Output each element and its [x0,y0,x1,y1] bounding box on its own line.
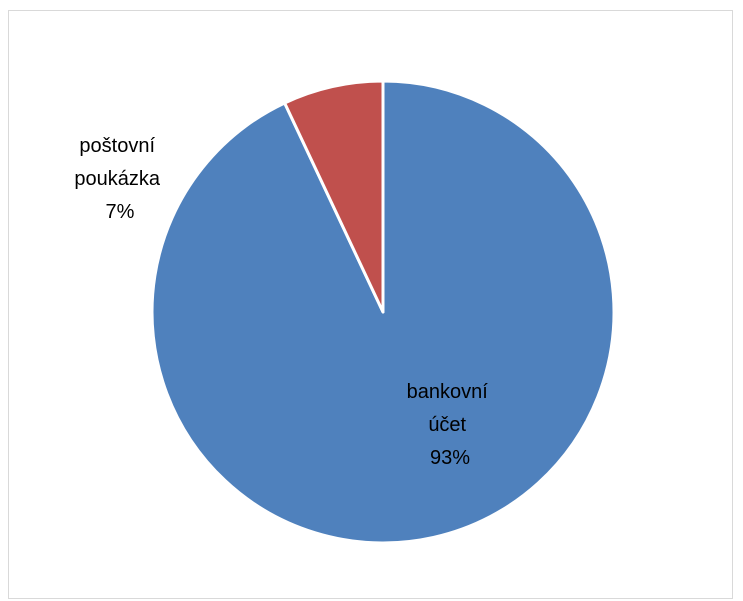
pie-slice-postovni-poukazka [283,79,385,314]
data-label-postovni-poukazka-line2: poukázka [74,168,160,190]
data-label-bankovni-ucet-line1: bankovní [407,381,489,403]
data-label-postovni-poukazka: poštovní poukázka 7% [74,135,165,223]
data-label-bankovni-ucet-value: 93% [430,447,470,469]
data-label-postovni-poukazka-line1: poštovní [79,135,155,157]
data-label-postovni-poukazka-value: 7% [106,201,135,223]
pie-slices [150,79,616,545]
data-label-bankovni-ucet: bankovní účet 93% [407,381,494,469]
data-label-bankovni-ucet-line2: účet [428,414,466,436]
